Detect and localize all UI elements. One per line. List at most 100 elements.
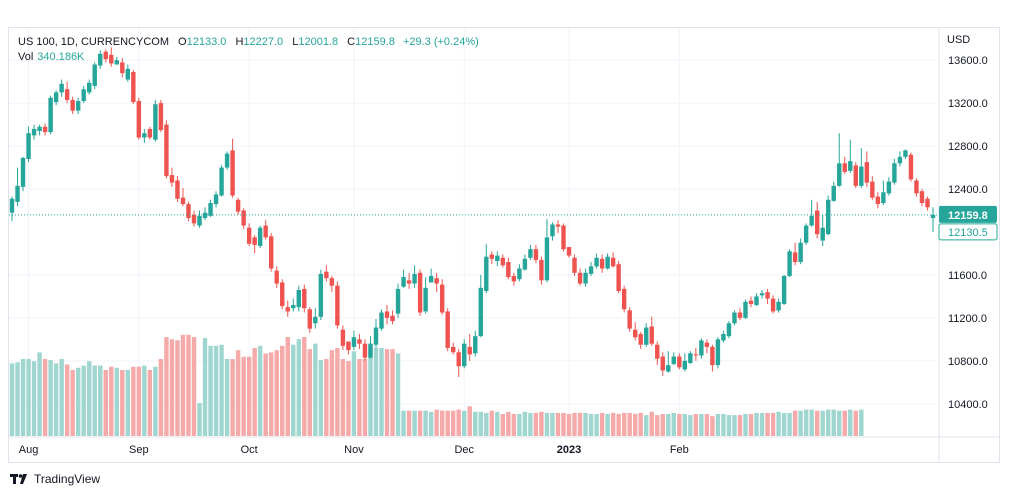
candle-body: [103, 51, 108, 60]
candle-body: [462, 343, 467, 367]
candle-body: [511, 276, 517, 282]
volume-bar: [726, 415, 732, 436]
candle-body: [699, 340, 704, 356]
candle-body: [346, 341, 351, 351]
x-tick-label: Dec: [454, 444, 474, 456]
candle-body: [401, 277, 406, 287]
legend-vol-value: 340.186K: [37, 51, 85, 63]
candle-body: [357, 339, 362, 344]
candle-body: [191, 214, 197, 224]
y-tick-label: 13600.0: [948, 55, 988, 67]
volume-bar: [638, 412, 643, 436]
volume-bar: [721, 414, 726, 436]
candle-body: [31, 128, 37, 136]
volume-bar: [307, 349, 313, 436]
volume-bar: [649, 411, 654, 436]
candle-body: [136, 101, 142, 138]
legend-high-label: H: [235, 36, 244, 48]
volume-bar: [186, 334, 191, 436]
volume-bar: [125, 370, 131, 436]
volume-bar: [798, 410, 803, 436]
volume-bar: [246, 356, 252, 436]
candle-body: [726, 323, 732, 337]
volume-bar: [814, 410, 820, 436]
candle-body: [544, 237, 550, 281]
candle-body: [164, 124, 169, 177]
candle-body: [450, 346, 456, 353]
candle-body: [109, 54, 114, 64]
volume-bar: [748, 414, 754, 436]
candle-body: [406, 280, 412, 284]
candle-body: [616, 264, 621, 292]
volume-bar: [120, 370, 125, 436]
volume-bar: [621, 412, 627, 436]
volume-bar: [478, 411, 483, 436]
volume-bar: [252, 348, 257, 436]
candle-body: [522, 258, 528, 270]
candle-body: [632, 329, 638, 338]
candle-body: [770, 298, 776, 312]
candle-body: [737, 312, 743, 318]
volume-bar: [704, 414, 710, 436]
volume-bar: [765, 412, 770, 436]
volume-bar: [434, 409, 439, 436]
volume-bar: [605, 414, 610, 436]
volume-bar: [467, 406, 472, 436]
volume-bar: [357, 359, 362, 436]
volume-bar: [48, 360, 53, 436]
volume-bar: [291, 344, 296, 436]
candle-body: [252, 237, 257, 245]
candle-body: [329, 278, 335, 286]
candle-body: [75, 101, 81, 111]
candle-body: [809, 215, 814, 226]
volume-bar: [561, 412, 566, 436]
volume-bar: [544, 412, 550, 436]
x-tick-label: Oct: [241, 444, 258, 456]
candle-body: [710, 346, 715, 366]
volume-bar: [37, 352, 42, 436]
legend-open: 12133.0: [186, 36, 227, 48]
tradingview-logo-icon: [10, 474, 27, 484]
candle-body: [721, 334, 726, 341]
volume-bar: [594, 414, 599, 436]
candle-body: [671, 356, 677, 365]
legend-close-label: C: [347, 36, 356, 48]
candle-body: [439, 284, 445, 313]
candle-body: [517, 268, 522, 280]
candle-body: [379, 312, 384, 329]
candle-body: [241, 210, 246, 226]
candle-body: [561, 225, 566, 250]
volume-bar: [439, 410, 445, 436]
footer-brand[interactable]: TradingView: [10, 472, 100, 486]
volume-bar: [517, 414, 522, 436]
volume-bar: [296, 339, 301, 436]
candle-body: [246, 227, 252, 244]
volume-bar: [98, 365, 103, 436]
candle-body: [886, 181, 892, 194]
candle-body: [92, 64, 97, 86]
candle-body: [732, 312, 737, 324]
candle-body: [555, 224, 561, 227]
legend-close: 12159.8: [355, 36, 395, 48]
volume-bar: [732, 415, 737, 436]
candle-body: [495, 255, 500, 261]
legend-open-label: O: [178, 36, 187, 48]
candle-body: [384, 311, 390, 318]
last-price-tag-label: 12159.8: [948, 210, 988, 222]
volume-bar: [671, 412, 677, 436]
candle-body: [302, 288, 307, 309]
volume-bar: [853, 410, 858, 436]
volume-bar: [235, 350, 241, 436]
candle-body: [158, 103, 164, 130]
volume-bar: [792, 410, 798, 436]
candle-body: [351, 337, 357, 347]
candle-body: [853, 165, 858, 186]
volume-bar: [599, 412, 605, 436]
volume-bar: [533, 412, 539, 436]
volume-bar: [109, 366, 114, 436]
volume-bar: [660, 414, 665, 436]
volume-bar: [15, 362, 20, 436]
candle-body: [682, 360, 688, 370]
y-tick-label: 12800.0: [948, 141, 988, 153]
